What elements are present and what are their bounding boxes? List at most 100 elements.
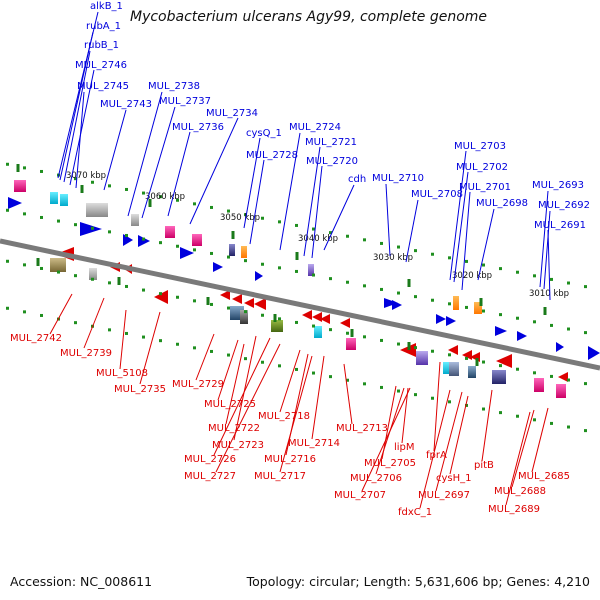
tick-dot bbox=[329, 277, 332, 281]
reverse-leader-line bbox=[279, 349, 301, 413]
reverse-gene-arrow bbox=[254, 298, 266, 310]
tick-dot bbox=[159, 241, 162, 245]
tick-dot bbox=[74, 177, 77, 181]
tick-dot bbox=[125, 233, 128, 237]
tick-dot bbox=[448, 353, 451, 357]
tick-dot bbox=[57, 270, 60, 274]
tick-dot bbox=[227, 255, 230, 259]
tick-dot bbox=[397, 342, 400, 346]
reverse-gene-label: MUL_2716 bbox=[264, 454, 316, 465]
tick-dot bbox=[227, 306, 230, 310]
forward-gene-label: rubA_1 bbox=[86, 21, 121, 32]
gene-block bbox=[165, 226, 175, 238]
gene-block bbox=[86, 203, 108, 217]
forward-gene-label: MUL_2703 bbox=[454, 141, 506, 152]
gene-block bbox=[60, 194, 68, 206]
forward-leader-line bbox=[141, 106, 176, 219]
tick-dot bbox=[244, 259, 247, 263]
tick-dot bbox=[176, 342, 179, 346]
tick-dot bbox=[125, 331, 128, 335]
reverse-gene-label: MUL_2742 bbox=[10, 333, 62, 344]
reverse-leader-line bbox=[49, 293, 73, 335]
tick-mark bbox=[350, 329, 354, 337]
gene-block bbox=[474, 302, 482, 314]
reverse-leader-line bbox=[83, 297, 105, 349]
tick-mark bbox=[231, 231, 235, 239]
tick-mark bbox=[273, 314, 277, 322]
tick-dot bbox=[499, 411, 502, 415]
tick-dot bbox=[6, 259, 9, 263]
tick-dot bbox=[499, 364, 502, 368]
forward-gene-label: MUL_2746 bbox=[75, 60, 127, 71]
reverse-leader-line bbox=[195, 333, 215, 381]
tick-dot bbox=[329, 231, 332, 235]
forward-gene-arrow bbox=[446, 316, 456, 326]
tick-dot bbox=[312, 273, 315, 277]
tick-dot bbox=[567, 378, 570, 382]
tick-dot bbox=[210, 205, 213, 209]
tick-dot bbox=[346, 378, 349, 382]
reverse-gene-label: MUL_2725 bbox=[204, 399, 256, 410]
gene-block bbox=[271, 320, 283, 332]
forward-leader-line bbox=[449, 150, 467, 281]
forward-leader-line bbox=[189, 117, 239, 225]
reverse-leader-line bbox=[119, 309, 127, 370]
tick-dot bbox=[295, 367, 298, 371]
gene-block bbox=[468, 366, 476, 378]
tick-dot bbox=[23, 212, 26, 216]
tick-dot bbox=[108, 281, 111, 285]
tick-dot bbox=[363, 284, 366, 288]
reverse-leader-line bbox=[225, 343, 245, 425]
tick-dot bbox=[23, 263, 26, 267]
tick-dot bbox=[244, 213, 247, 217]
forward-leader-line bbox=[103, 109, 127, 191]
tick-dot bbox=[397, 245, 400, 249]
tick-dot bbox=[227, 353, 230, 357]
tick-mark bbox=[407, 279, 411, 287]
reverse-gene-arrow bbox=[340, 318, 350, 328]
reverse-gene-label: MUL_2706 bbox=[350, 473, 402, 484]
forward-gene-arrow bbox=[517, 331, 527, 341]
forward-gene-arrow bbox=[436, 314, 446, 324]
forward-gene-label: MUL_2702 bbox=[456, 162, 508, 173]
forward-gene-label: MUL_2721 bbox=[305, 137, 357, 148]
forward-leader-line bbox=[69, 69, 95, 186]
tick-dot bbox=[227, 209, 230, 213]
tick-dot bbox=[533, 371, 536, 375]
tick-dot bbox=[380, 287, 383, 291]
forward-gene-label: cdh bbox=[348, 174, 366, 185]
tick-dot bbox=[516, 414, 519, 418]
tick-mark bbox=[479, 298, 483, 306]
reverse-leader-line bbox=[481, 389, 493, 462]
tick-dot bbox=[125, 284, 128, 288]
tick-dot bbox=[210, 302, 213, 306]
tick-dot bbox=[312, 324, 315, 328]
tick-dot bbox=[346, 234, 349, 238]
gene-block bbox=[534, 378, 544, 392]
tick-dot bbox=[40, 215, 43, 219]
tick-dot bbox=[261, 360, 264, 364]
feature-layer bbox=[8, 180, 600, 398]
forward-leader-line bbox=[311, 165, 323, 259]
forward-gene-label: MUL_2728 bbox=[246, 150, 298, 161]
tick-dot bbox=[465, 305, 468, 309]
reverse-gene-label: fdxC_1 bbox=[398, 507, 432, 518]
scale-label: 3070 kbp bbox=[66, 171, 106, 181]
tick-dot bbox=[499, 267, 502, 271]
gene-block bbox=[416, 351, 428, 365]
tick-dot bbox=[584, 331, 587, 335]
tick-dot bbox=[244, 310, 247, 314]
reverse-gene-label: MUL_2723 bbox=[212, 440, 264, 451]
tick-dot bbox=[40, 169, 43, 173]
tick-dot bbox=[431, 396, 434, 400]
tick-dot bbox=[193, 299, 196, 303]
reverse-gene-label: MUL_2685 bbox=[518, 471, 570, 482]
tick-mark bbox=[407, 342, 411, 350]
tick-dot bbox=[108, 184, 111, 188]
tick-dot bbox=[278, 317, 281, 321]
tick-dot bbox=[193, 202, 196, 206]
reverse-gene-label: MUL_2718 bbox=[258, 411, 310, 422]
gene-block bbox=[556, 384, 566, 398]
reverse-gene-label: fprA bbox=[426, 450, 447, 461]
